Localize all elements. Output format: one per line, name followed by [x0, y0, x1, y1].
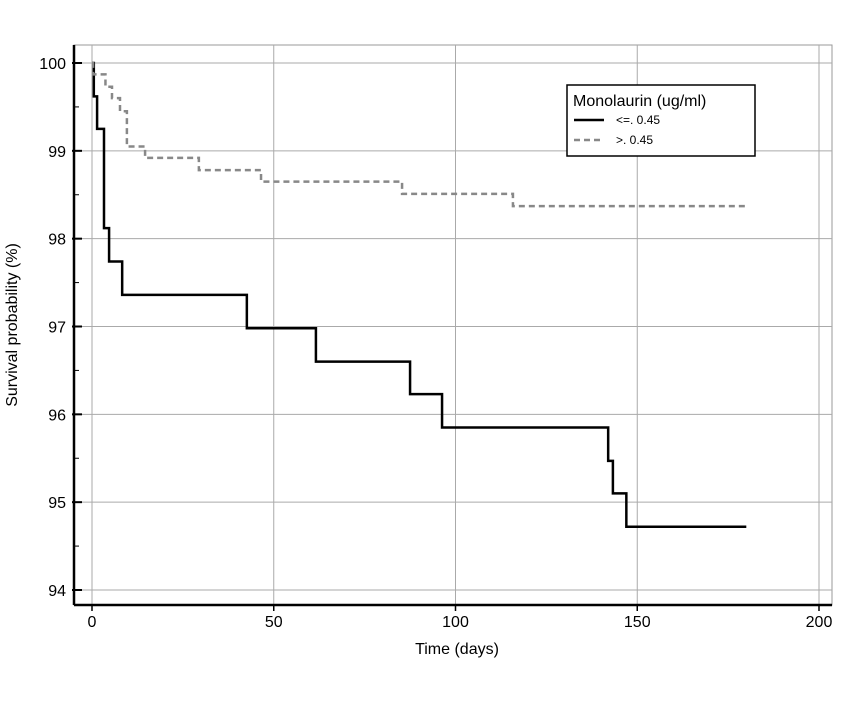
- x-tick-label: 50: [265, 614, 283, 631]
- y-tick-label: 100: [39, 56, 66, 73]
- x-tick-label: 0: [88, 614, 97, 631]
- survival-curve-high: [91, 61, 747, 208]
- legend-label-1: <=. 0.45: [616, 113, 660, 127]
- survival-curve-low: [92, 61, 747, 529]
- x-tick-label: 150: [624, 614, 651, 631]
- axes: 0 50 100 150 200 94 95 96 97 98 99 100: [39, 45, 832, 631]
- x-tick-label: 200: [806, 614, 833, 631]
- x-tick-label: 100: [442, 614, 469, 631]
- y-tick-label: 95: [48, 495, 66, 512]
- x-axis-label: Time (days): [415, 641, 499, 658]
- y-tick-label: 99: [48, 144, 66, 161]
- y-axis-label: Survival probability (%): [4, 243, 21, 407]
- y-tick-label: 94: [48, 583, 66, 600]
- legend: Monolaurin (ug/ml) <=. 0.45 >. 0.45: [566, 84, 756, 157]
- legend-title: Monolaurin (ug/ml): [573, 93, 706, 110]
- legend-label-2: >. 0.45: [616, 133, 653, 147]
- series-group: [91, 61, 747, 529]
- y-tick-label: 98: [48, 232, 66, 249]
- y-tick-label: 97: [48, 320, 66, 337]
- y-tick-label: 96: [48, 407, 66, 424]
